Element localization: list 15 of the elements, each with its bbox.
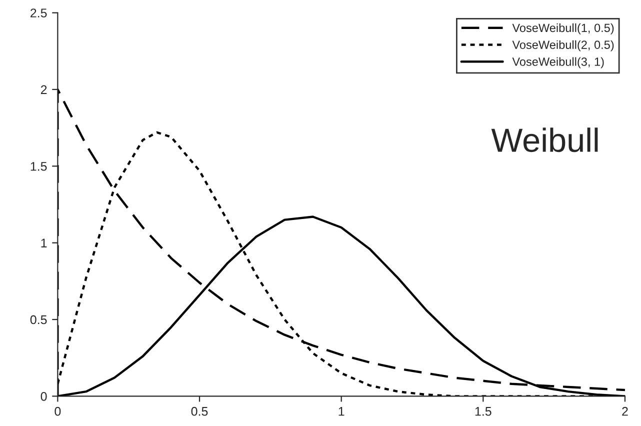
- y-tick-label: 1.5: [30, 162, 47, 171]
- y-tick-label: 0.5: [30, 315, 47, 324]
- x-tick-label: 0: [54, 406, 61, 416]
- legend-label: VoseWeibull(3, 1): [512, 57, 604, 68]
- y-tick-label: 1: [41, 238, 47, 248]
- y-tick-label: 2.5: [30, 8, 47, 18]
- y-tick-label: 2: [40, 85, 47, 94]
- legend-label: VoseWeibull(2, 0.5): [512, 40, 614, 52]
- y-tick-label: 0: [40, 392, 47, 401]
- x-tick-label: 1.5: [475, 407, 492, 416]
- legend-label: VoseWeibull(1, 0.5): [512, 23, 614, 34]
- x-tick-label: 2: [622, 406, 628, 416]
- x-tick-label: 0.5: [191, 406, 208, 416]
- annotation: Weibull: [491, 128, 598, 152]
- x-tick-label: 1: [338, 407, 344, 416]
